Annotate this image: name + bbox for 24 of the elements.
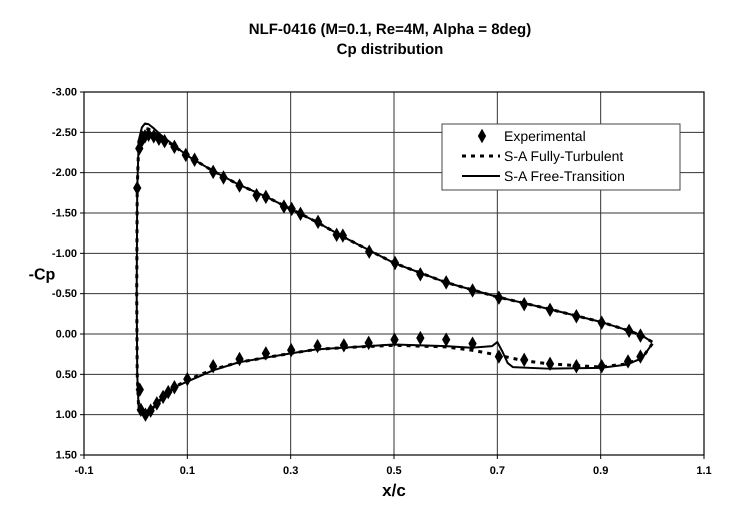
y-tick-label: -1.00: [52, 248, 77, 260]
y-tick-label: 1.00: [56, 409, 77, 422]
x-axis-title: x/c: [382, 481, 406, 500]
x-tick-label: 0.3: [283, 465, 298, 478]
y-tick-label: -2.00: [52, 167, 77, 180]
legend-label: S-A Free-Transition: [504, 168, 625, 184]
x-tick-label: 1.1: [696, 465, 712, 478]
x-tick-label: 0.1: [180, 465, 195, 478]
y-tick-label: 0.00: [56, 328, 77, 341]
y-tick-label: -1.50: [52, 208, 77, 220]
chart-title: NLF-0416 (M=0.1, Re=4M, Alpha = 8deg): [248, 21, 532, 38]
x-tick-label: -0.1: [74, 465, 94, 478]
legend-label: S-A Fully-Turbulent: [504, 148, 624, 164]
y-tick-label: -2.50: [52, 126, 77, 139]
y-tick-label: -0.50: [52, 288, 77, 300]
x-tick-label: 0.7: [490, 465, 505, 478]
x-tick-label: 0.5: [386, 465, 402, 478]
y-tick-label: -3.00: [52, 86, 77, 99]
chart-subtitle: Cp distribution: [336, 41, 444, 58]
y-tick-label: 0.50: [56, 368, 77, 381]
x-tick-label: 0.9: [593, 465, 608, 478]
y-tick-label: 1.50: [56, 450, 77, 462]
legend-label: Experimental: [504, 128, 586, 144]
y-axis-title: -Cp: [28, 266, 56, 284]
